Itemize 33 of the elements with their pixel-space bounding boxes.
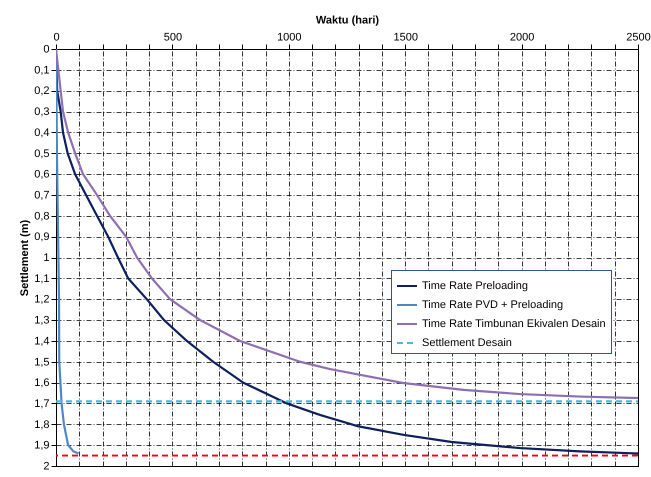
y-tick-label: 0,4 [34,126,50,139]
y-tick-label: 0,3 [34,106,50,118]
y-tick-label: 1,4 [34,335,50,348]
x-tick-label: 0 [53,32,60,44]
y-tick-label: 1,3 [34,314,50,327]
y-tick-label: 0,1 [34,64,50,76]
y-tick-label: 1,1 [34,272,50,285]
y-tick-label: 1,9 [34,440,50,452]
legend-label: Time Rate Preloading [422,280,528,292]
legend-label: Time Rate PVD + Preloading [422,299,564,311]
y-tick-label: 1,6 [34,377,50,390]
x-axis-title: Waktu (hari) [316,14,380,26]
y-tick-label: 1,8 [34,418,50,431]
legend-label: Settlement Desain [422,337,512,349]
y-tick-label: 0,8 [34,210,50,222]
y-tick-label: 1 [43,252,50,264]
y-tick-label: 0,9 [34,231,50,244]
x-tick-label: 2500 [626,32,651,44]
y-tick-label: 0,5 [34,148,50,160]
y-tick-label: 0 [43,44,50,56]
y-tick-label: 0,2 [34,85,50,98]
y-tick-label: 0,7 [34,189,50,202]
y-tick-label: 2 [43,460,50,472]
y-axis-title: Settlement (m) [19,219,32,296]
y-tick-label: 1,5 [34,356,50,368]
x-tick-label: 2000 [510,32,534,44]
x-tick-label: 1000 [277,32,302,44]
y-tick-label: 0,6 [34,168,50,181]
x-tick-label: 1500 [393,32,418,44]
legend-label: Time Rate Timbunan Ekivalen Desain [422,318,606,330]
y-tick-label: 1,7 [34,398,50,410]
x-tick-label: 500 [164,32,182,44]
y-tick-label: 1,2 [34,294,50,306]
